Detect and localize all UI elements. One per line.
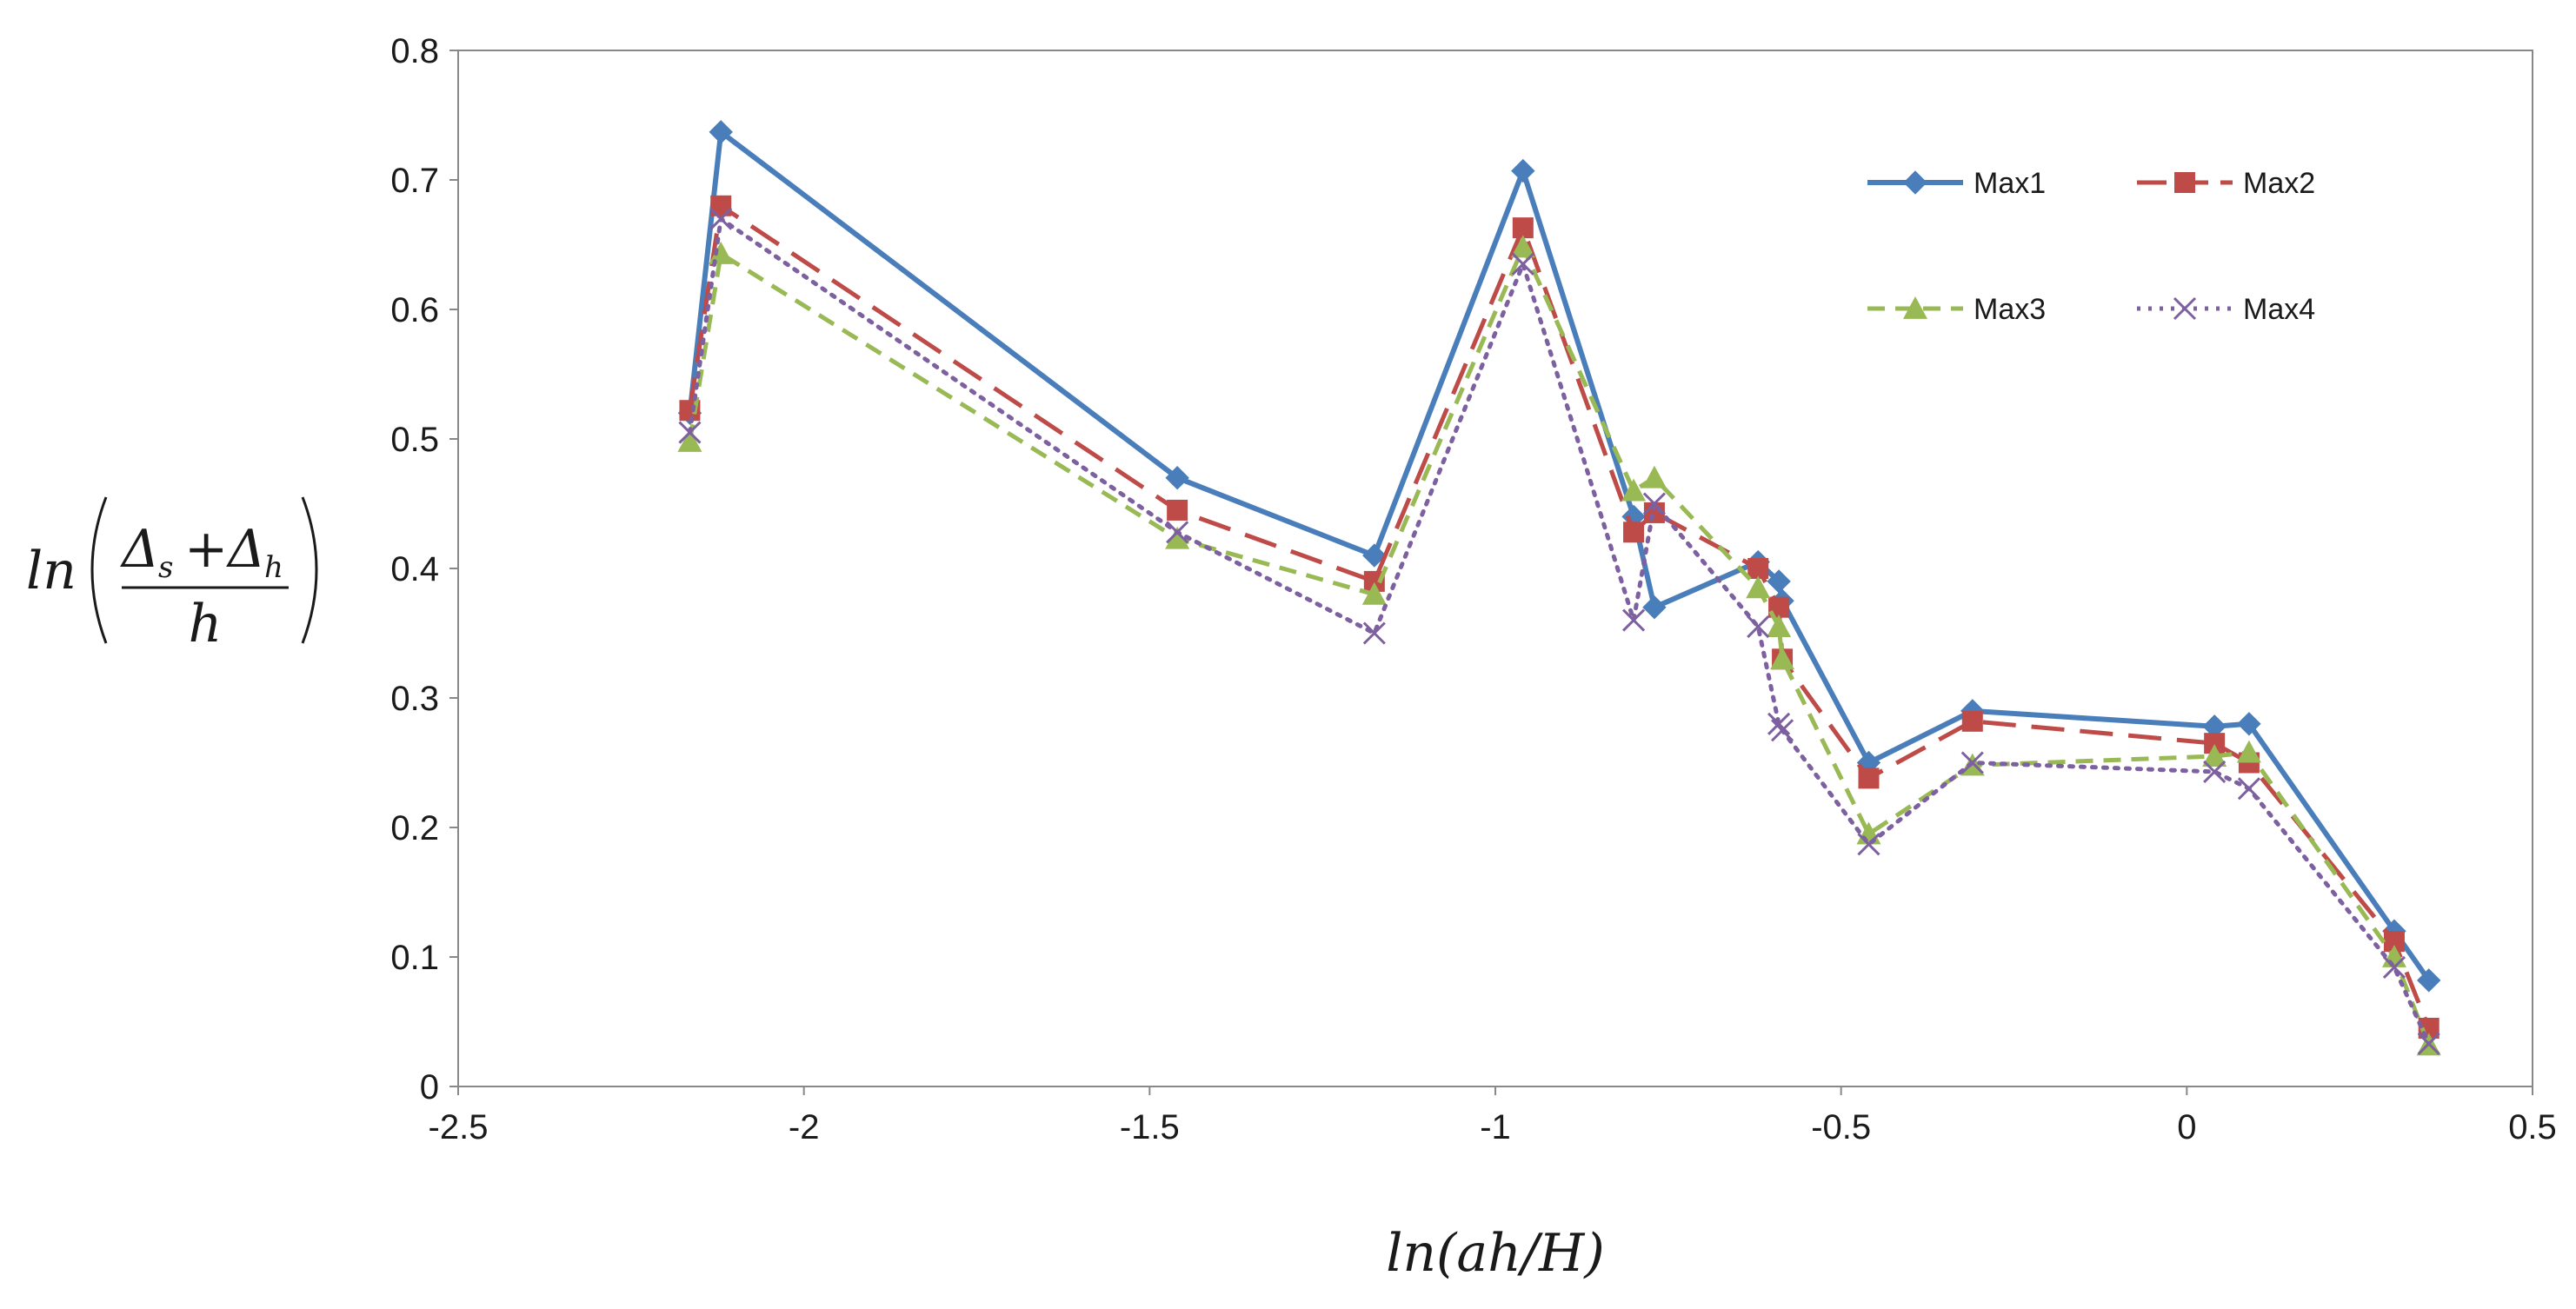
data-point-max3 bbox=[1767, 615, 1792, 637]
y-axis-ticks: 0 0.1 0.2 0.3 0.4 0.5 0.6 0.7 0.8 bbox=[390, 32, 458, 1106]
x-tick-label: -1.5 bbox=[1120, 1108, 1180, 1146]
y-tick-label: 0 bbox=[420, 1068, 439, 1106]
legend-item-max1: Max1 bbox=[1867, 167, 2046, 200]
data-point-max4 bbox=[1511, 252, 1534, 276]
data-point-max3 bbox=[1510, 235, 1535, 258]
data-point-max4 bbox=[1642, 492, 1666, 515]
data-point-max4 bbox=[2203, 760, 2227, 783]
data-point-max2 bbox=[1167, 499, 1188, 521]
data-point-max4 bbox=[1747, 615, 1770, 639]
data-point-max4 bbox=[1960, 751, 1984, 774]
data-point-max4 bbox=[1770, 719, 1794, 742]
y-axis-title-left-paren bbox=[90, 496, 108, 644]
data-point-max1 bbox=[2416, 968, 2441, 993]
data-point-max4 bbox=[709, 207, 733, 230]
x-tick-label: -1 bbox=[1480, 1108, 1511, 1146]
y-axis-title-denominator: h bbox=[189, 594, 223, 654]
legend-label: Max2 bbox=[2243, 167, 2315, 200]
legend-marker bbox=[2173, 296, 2197, 321]
y-axis-title: ln Δ s + Δ h h bbox=[26, 496, 318, 654]
x-axis-title-text: ln(ah/H) bbox=[1386, 1223, 1605, 1284]
data-point-max4 bbox=[1767, 712, 1791, 735]
series-line-max4 bbox=[687, 216, 2432, 1047]
y-axis-title-delta-h: Δ bbox=[226, 519, 265, 580]
data-point-max4 bbox=[1857, 833, 1880, 856]
data-point-max3 bbox=[1165, 526, 1190, 549]
data-point-max3 bbox=[1621, 478, 1647, 502]
y-axis-title-sub-s: s bbox=[158, 550, 173, 585]
x-tick-label: 0 bbox=[2177, 1108, 2196, 1146]
data-point-max4 bbox=[2237, 777, 2260, 801]
legend-item-max3: Max3 bbox=[1867, 293, 2046, 326]
y-tick-label: 0.8 bbox=[390, 32, 439, 70]
data-point-max3 bbox=[1770, 647, 1795, 670]
data-point-max4 bbox=[678, 421, 702, 444]
legend-item-max2: Max2 bbox=[2137, 167, 2315, 200]
data-point-max1 bbox=[2237, 712, 2261, 736]
x-axis-title: ln(ah/H) bbox=[1386, 1223, 1605, 1284]
y-tick-label: 0.7 bbox=[390, 162, 439, 200]
y-axis-title-right-paren bbox=[301, 496, 318, 644]
data-point-max3 bbox=[1361, 581, 1387, 605]
x-tick-label: 0.5 bbox=[2508, 1108, 2557, 1146]
x-tick-label: -0.5 bbox=[1811, 1108, 1871, 1146]
data-point-max2 bbox=[1961, 710, 1983, 732]
data-point-max3 bbox=[677, 429, 702, 452]
legend-marker bbox=[2174, 172, 2195, 193]
x-tick-label: -2.5 bbox=[429, 1108, 489, 1146]
data-point-max1 bbox=[1362, 543, 1387, 568]
data-point-max1 bbox=[1165, 465, 1189, 490]
y-axis-title-plus: + bbox=[184, 519, 228, 580]
legend-marker bbox=[1903, 170, 1927, 195]
data-point-max2 bbox=[1512, 217, 1534, 239]
legend-label: Max1 bbox=[1974, 167, 2046, 200]
y-tick-label: 0.3 bbox=[390, 680, 439, 718]
data-point-max2 bbox=[1858, 767, 1880, 789]
data-point-max3 bbox=[2202, 744, 2227, 767]
y-axis-title-delta-s: Δ bbox=[120, 519, 159, 580]
series-layer bbox=[677, 120, 2441, 1056]
legend-marker bbox=[1903, 296, 1927, 319]
legend-label: Max4 bbox=[2243, 293, 2315, 326]
y-tick-label: 0.2 bbox=[390, 809, 439, 847]
data-point-max1 bbox=[1642, 595, 1667, 620]
data-point-max1 bbox=[1511, 158, 1535, 183]
data-point-max1 bbox=[709, 120, 733, 144]
y-tick-label: 0.1 bbox=[390, 939, 439, 977]
data-point-max3 bbox=[2236, 740, 2261, 763]
y-tick-label: 0.5 bbox=[390, 421, 439, 459]
x-axis-ticks: -2.5 -2 -1.5 -1 -0.5 0 0.5 bbox=[429, 1086, 2557, 1146]
data-point-max4 bbox=[2382, 955, 2406, 979]
data-point-max2 bbox=[1747, 558, 1769, 579]
data-point-max4 bbox=[2417, 1032, 2440, 1055]
series-line-max3 bbox=[687, 244, 2432, 1047]
legend-item-max4: Max4 bbox=[2137, 293, 2315, 326]
data-point-max3 bbox=[1746, 575, 1771, 599]
x-tick-label: -2 bbox=[789, 1108, 820, 1146]
legend-label: Max3 bbox=[1974, 293, 2046, 326]
data-point-max4 bbox=[1362, 621, 1386, 645]
y-tick-label: 0.4 bbox=[390, 550, 439, 588]
legend: Max1 Max2 Max3 Max4 bbox=[1867, 167, 2315, 326]
data-point-max3 bbox=[1641, 465, 1667, 488]
y-axis-title-sub-h: h bbox=[264, 550, 283, 585]
y-tick-label: 0.6 bbox=[390, 291, 439, 329]
plot-area bbox=[457, 50, 2533, 1087]
y-axis-title-prefix: ln bbox=[26, 541, 77, 601]
data-point-max2 bbox=[1623, 522, 1645, 543]
data-point-max3 bbox=[709, 241, 734, 264]
data-point-max4 bbox=[1622, 608, 1646, 632]
data-point-max4 bbox=[1166, 521, 1189, 544]
series-max4 bbox=[678, 207, 2440, 1055]
